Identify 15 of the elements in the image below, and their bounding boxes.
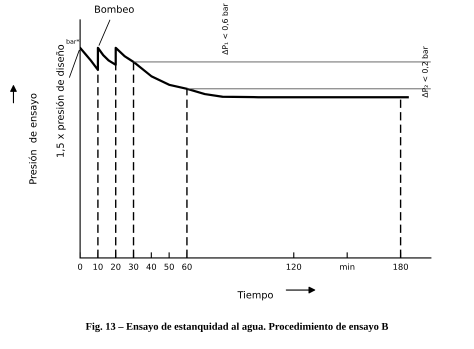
x-tick-label: 50 [164,264,174,270]
x-tick-label: 20 [111,264,120,270]
x-tick-label: 180 [394,264,408,270]
x-tick-label: 120 [286,264,302,270]
x-axis-title: Tiempo [238,290,273,300]
y-axis-title: Presión de ensayo [28,94,38,184]
caption: Fig. 13 – Ensayo de estanquidad al agua. Procedimiento de ensayo B [86,322,388,332]
x-tick-label: 40 [146,264,156,270]
x-tick-label: 30 [128,264,138,270]
x-tick-label: 60 [182,264,192,270]
x-tick-label: min [340,263,354,270]
annotation: Bombeo [95,5,134,13]
x-tick-label: 10 [94,264,103,270]
annotation: 1,5 x presión de diseño [56,44,66,157]
x-tick-label: 0 [78,264,82,270]
